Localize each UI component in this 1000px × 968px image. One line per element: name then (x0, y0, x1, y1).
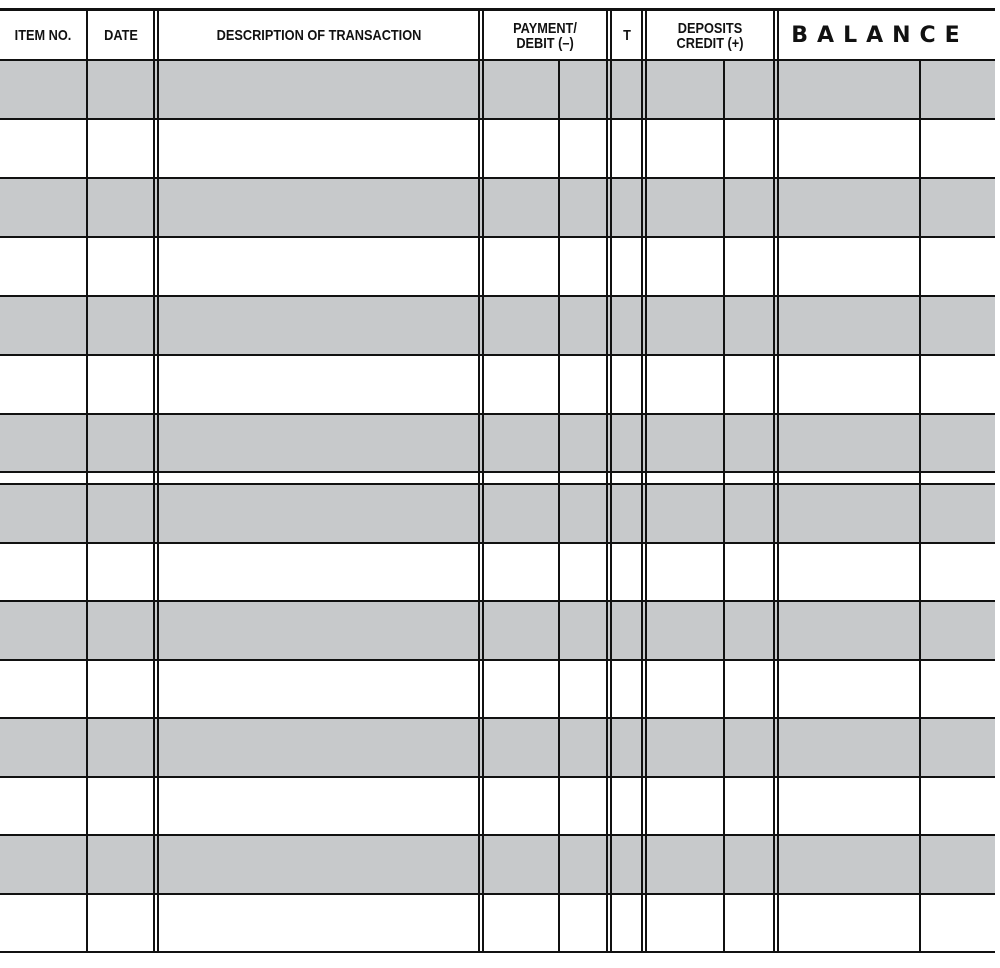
column-divider (777, 9, 779, 952)
register-row[interactable] (0, 777, 995, 836)
column-divider (641, 9, 643, 952)
column-divider (86, 9, 88, 952)
row-divider (0, 118, 995, 120)
row-divider (0, 951, 995, 953)
header-payment-debit: PAYMENT/ DEBIT (–) (513, 19, 577, 52)
row-divider (0, 542, 995, 544)
row-divider (0, 354, 995, 356)
register-row[interactable] (0, 484, 995, 543)
column-divider (919, 60, 921, 952)
header-item-no: ITEM NO. (14, 27, 72, 44)
row-divider (0, 659, 995, 661)
row-divider (0, 177, 995, 179)
column-divider (773, 9, 775, 952)
register-row[interactable] (0, 178, 995, 237)
row-divider (0, 776, 995, 778)
register-row[interactable] (0, 237, 995, 296)
column-divider (482, 9, 484, 952)
row-divider (0, 717, 995, 719)
register-row[interactable] (0, 835, 995, 894)
register-row[interactable] (0, 543, 995, 602)
column-divider (153, 9, 155, 952)
register-row[interactable] (0, 601, 995, 660)
row-divider (0, 471, 995, 473)
row-divider (0, 893, 995, 895)
register-row[interactable] (0, 894, 995, 953)
row-divider (0, 600, 995, 602)
header-deposits-credit: DEPOSITS CREDIT (+) (676, 19, 744, 52)
column-divider (606, 9, 608, 952)
register-row[interactable] (0, 660, 995, 719)
column-divider (478, 9, 480, 952)
register-row[interactable] (0, 296, 995, 355)
row-divider (0, 295, 995, 297)
register-row[interactable] (0, 414, 995, 472)
column-divider (558, 60, 560, 952)
row-divider (0, 483, 995, 485)
row-divider (0, 236, 995, 238)
register-row[interactable] (0, 355, 995, 414)
header-date: DATE (104, 27, 138, 44)
header-balance: BALANCE (791, 23, 969, 48)
column-divider (157, 9, 159, 952)
header-t: T (623, 27, 631, 44)
row-divider (0, 413, 995, 415)
register-row[interactable] (0, 718, 995, 777)
column-divider (610, 9, 612, 952)
register-row[interactable] (0, 60, 995, 119)
column-divider (645, 9, 647, 952)
register-row[interactable] (0, 119, 995, 178)
header-description: DESCRIPTION OF TRANSACTION (216, 27, 422, 44)
row-divider (0, 834, 995, 836)
row-divider (0, 8, 995, 11)
column-divider (723, 60, 725, 952)
row-divider (0, 59, 995, 61)
